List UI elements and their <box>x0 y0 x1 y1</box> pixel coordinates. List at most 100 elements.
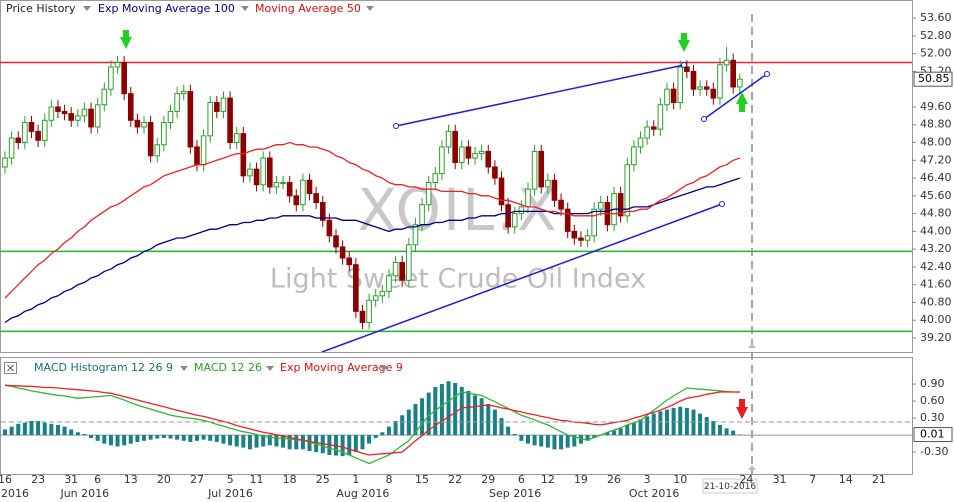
x-tick-label: 31 <box>64 473 78 486</box>
candle-body <box>273 181 280 188</box>
candle-body <box>108 66 114 90</box>
histogram-bar <box>612 430 617 436</box>
histogram-bar <box>75 432 80 436</box>
y-tick-label: 48.80 <box>920 118 952 131</box>
candle-body <box>617 193 624 217</box>
y-tick-label: 0.90 <box>920 377 945 390</box>
candle-body <box>333 235 339 248</box>
candle-body <box>147 122 154 157</box>
candle-body <box>458 146 465 164</box>
candle-body <box>61 110 68 115</box>
candle-body <box>584 235 591 241</box>
trendline-handle[interactable] <box>393 123 399 129</box>
panel-resize[interactable] <box>748 465 756 470</box>
histogram-bar <box>340 435 345 457</box>
arrow-down <box>678 40 690 52</box>
candle-body <box>75 115 81 121</box>
histogram-bar <box>525 435 530 444</box>
y-tick-label: 0.60 <box>920 394 945 407</box>
histogram-bar <box>651 413 656 436</box>
candle-body <box>121 62 127 95</box>
trendline[interactable] <box>321 203 723 352</box>
histogram-bar <box>142 435 147 441</box>
x-tick-label: 5 <box>227 473 234 486</box>
legend-entry[interactable]: Exp Moving Average 100 <box>98 2 235 15</box>
x-month-label: Jul 2016 <box>207 487 253 500</box>
histogram-bar <box>261 435 266 447</box>
candle-body <box>174 93 180 112</box>
candle-body <box>220 97 227 112</box>
candle-body <box>664 88 670 106</box>
x-tick-label: 13 <box>124 473 138 486</box>
y-tick-label: 44.80 <box>920 207 952 220</box>
candle-body <box>598 201 604 210</box>
legend-entry[interactable]: Exp Moving Average 9 <box>280 361 403 374</box>
x-tick-label: 11 <box>250 473 264 486</box>
candle-body <box>478 150 485 155</box>
candle-body <box>267 157 273 188</box>
arrow-up <box>739 103 745 112</box>
legend-menu[interactable] <box>380 366 388 371</box>
candle-body <box>101 88 108 106</box>
candle-body <box>703 86 710 90</box>
histogram-bar <box>704 416 709 436</box>
x-tick-label: 31 <box>773 473 787 486</box>
x-month-label: Jun 2016 <box>59 487 109 500</box>
candle-body <box>28 122 35 132</box>
close-icon[interactable] <box>7 364 14 372</box>
x-tick-label: 19 <box>574 473 588 486</box>
histogram-bar <box>128 435 133 444</box>
x-tick-label: 26 <box>607 473 621 486</box>
candle-body <box>200 135 207 166</box>
x-tick-label: 24 <box>739 473 753 486</box>
x-tick-label: 27 <box>190 473 204 486</box>
candle-body <box>326 219 333 237</box>
histogram-bar <box>267 435 272 446</box>
histogram-bar <box>698 413 703 436</box>
histogram-bar <box>592 435 597 438</box>
histogram-bar <box>175 435 180 440</box>
histogram-bar <box>95 435 100 441</box>
legend-menu[interactable] <box>83 6 91 11</box>
line-series <box>4 177 741 324</box>
histogram-bar <box>645 416 650 436</box>
histogram-bar <box>82 433 87 436</box>
y-tick-label: 40.80 <box>920 295 952 308</box>
histogram-bar <box>274 435 279 447</box>
legend-menu[interactable] <box>266 366 274 371</box>
panel-resize[interactable] <box>748 343 756 348</box>
candle-body <box>564 208 571 232</box>
histogram-bar <box>717 424 722 436</box>
trendline[interactable] <box>703 73 768 120</box>
trendline-handle[interactable] <box>681 62 687 68</box>
candle-body <box>8 137 15 159</box>
x-tick-label: 21 <box>872 473 886 486</box>
y-tick-label: 45.60 <box>920 189 952 202</box>
trendline-handle[interactable] <box>764 71 770 77</box>
candle-body <box>127 93 134 121</box>
candle-body <box>386 275 392 292</box>
histogram-bar <box>386 426 391 436</box>
histogram-bar <box>631 422 636 436</box>
candle-body <box>207 102 214 137</box>
legend-menu[interactable] <box>180 366 188 371</box>
histogram-bar <box>380 432 385 436</box>
trendline-handle[interactable] <box>701 116 707 122</box>
histogram-bar <box>42 422 47 436</box>
legend-menu[interactable] <box>241 6 249 11</box>
trendline-handle[interactable] <box>719 201 725 207</box>
legend-menu[interactable] <box>366 6 374 11</box>
legend-entry[interactable]: MACD 12 26 <box>194 361 262 374</box>
legend-entry[interactable]: MACD Histogram 12 26 9 <box>34 361 173 374</box>
candle-body <box>253 168 260 186</box>
candle-body <box>180 90 187 95</box>
histogram-bar <box>439 384 444 436</box>
legend-entry[interactable]: Moving Average 50 <box>255 2 361 15</box>
candle-body <box>194 146 200 166</box>
trendline[interactable] <box>395 64 685 127</box>
legend-entry[interactable]: Price History <box>6 2 76 15</box>
candle-body <box>154 144 161 157</box>
y-tick-label: 52.80 <box>920 29 952 42</box>
histogram-bar <box>519 435 524 441</box>
